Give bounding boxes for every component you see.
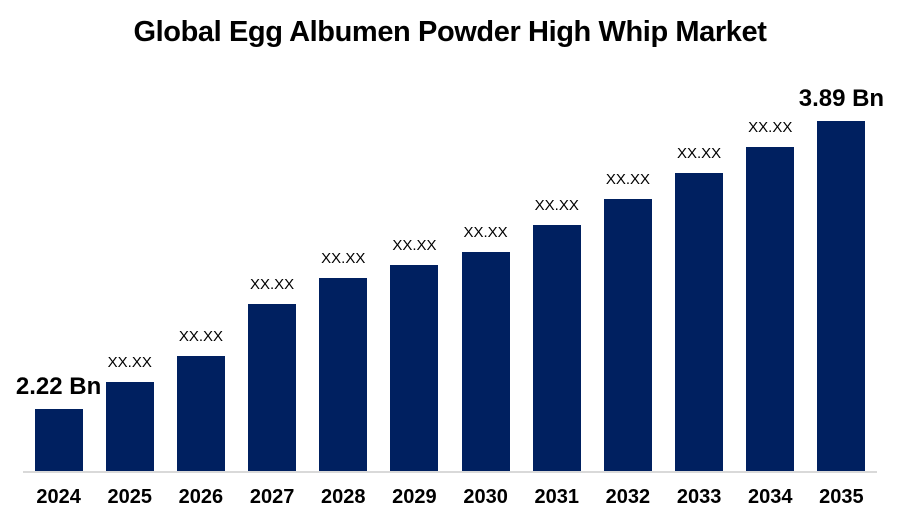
- value-label-2035: 3.89 Bn: [798, 85, 885, 112]
- bar-2028: [319, 278, 368, 471]
- bar-column-2026: XX.XX: [165, 0, 236, 471]
- value-label-2028: XX.XX: [321, 250, 366, 267]
- x-axis-line: [23, 471, 877, 473]
- value-label-2027: XX.XX: [249, 276, 295, 293]
- bar-column-2035: 3.89 Bn: [799, 0, 884, 471]
- bar-2024: [34, 409, 83, 471]
- bar-column-2025: XX.XX: [94, 0, 165, 471]
- bar-2029: [390, 265, 439, 471]
- bar-column-2032: XX.XX: [592, 0, 663, 471]
- bar-column-2027: XX.XX: [237, 0, 308, 471]
- year-label-2029: 2029: [392, 486, 437, 508]
- year-label-2034: 2034: [747, 486, 793, 508]
- value-label-2025: XX.XX: [107, 354, 152, 371]
- value-label-2034: XX.XX: [748, 119, 793, 136]
- bar-2033: [675, 173, 724, 471]
- year-label-2025: 2025: [107, 486, 152, 508]
- bar-2030: [461, 252, 510, 471]
- bar-2031: [532, 225, 581, 471]
- year-label-2027: 2027: [249, 486, 295, 508]
- value-label-2024: 2.22 Bn: [15, 373, 102, 400]
- bar-column-2034: XX.XX: [735, 0, 806, 471]
- bar-column-2028: XX.XX: [308, 0, 379, 471]
- bar-2025: [105, 382, 154, 471]
- bar-2035: [817, 121, 866, 471]
- bar-column-2031: XX.XX: [521, 0, 592, 471]
- year-label-2035: 2035: [819, 486, 864, 508]
- bar-column-2024: 2.22 Bn: [16, 0, 101, 471]
- bar-2034: [746, 147, 795, 471]
- value-label-2033: XX.XX: [676, 145, 722, 162]
- bar-column-2033: XX.XX: [664, 0, 735, 471]
- value-label-2026: XX.XX: [178, 328, 223, 345]
- bar-column-2029: XX.XX: [379, 0, 450, 471]
- value-label-2029: XX.XX: [392, 237, 437, 254]
- chart-title: Global Egg Albumen Powder High Whip Mark…: [133, 16, 767, 48]
- bar-2027: [248, 304, 297, 471]
- year-label-2031: 2031: [534, 486, 579, 508]
- bar-2032: [603, 199, 652, 471]
- year-label-2024: 2024: [36, 486, 81, 508]
- value-label-2032: XX.XX: [605, 171, 650, 188]
- value-label-2030: XX.XX: [463, 224, 508, 241]
- year-label-2032: 2032: [605, 486, 651, 508]
- year-label-2030: 2030: [463, 486, 508, 508]
- year-label-2033: 2033: [676, 486, 722, 508]
- year-label-2026: 2026: [178, 486, 224, 508]
- year-label-2028: 2028: [320, 486, 366, 508]
- bar-column-2030: XX.XX: [450, 0, 521, 471]
- value-label-2031: XX.XX: [534, 197, 579, 214]
- bar-2026: [176, 356, 225, 471]
